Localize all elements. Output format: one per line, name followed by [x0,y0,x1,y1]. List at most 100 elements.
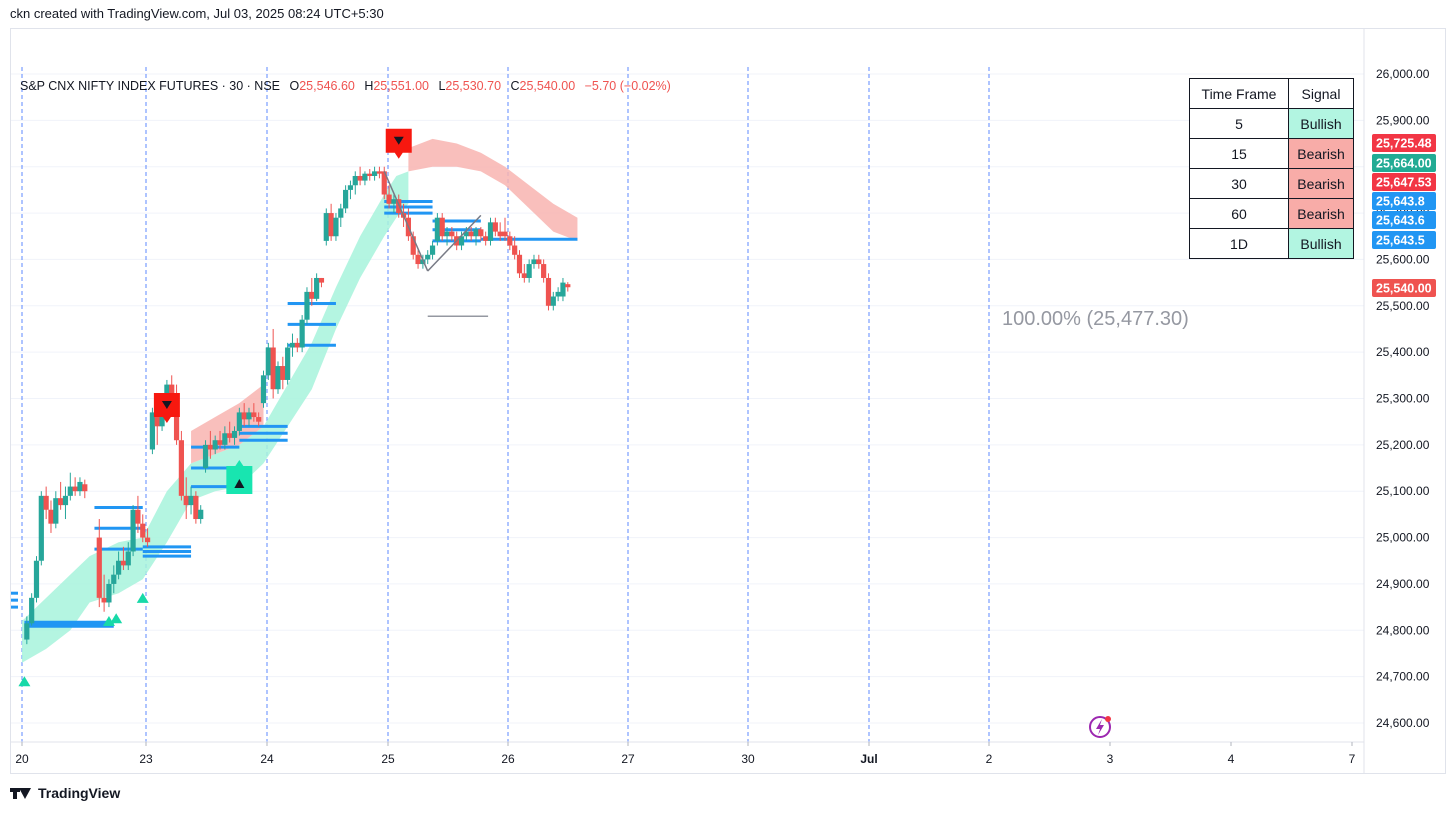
candle [545,277,552,306]
candle [82,484,88,492]
legend-change: −5.70 (−0.02%) [585,79,671,93]
signal-table-header: Time Frame Signal [1189,78,1354,109]
bearish-cloud [191,384,264,464]
candle [222,433,228,445]
candle [338,208,344,218]
header-time-frame: Time Frame [1189,78,1289,109]
candle [434,217,440,241]
x-tick-label: Jul [860,752,877,766]
candle [449,231,455,237]
candle [521,273,527,278]
candle [207,444,213,450]
ohlc-legend: S&P CNX NIFTY INDEX FUTURES · 30 · NSE O… [20,79,671,93]
candle [371,171,378,176]
row-timeframe: 1D [1189,228,1289,259]
up-triangle-icon [234,478,245,488]
price-label-text: 25,643.6 [1376,214,1425,228]
signal-markers [18,128,412,687]
price-label-text: 25,643.5 [1376,234,1425,248]
candle [130,509,136,552]
candle [38,495,44,561]
candle [429,245,436,255]
buy-triangle-icon [102,616,115,627]
price-label-box [1372,211,1436,229]
candle [241,412,247,420]
row-timeframe: 30 [1189,168,1289,199]
y-tick-label: 24,800.00 [1376,623,1430,637]
candle [135,509,141,524]
legend-low: 25,530.70 [445,79,501,93]
candle [328,213,334,237]
candle [376,171,383,174]
candle [541,264,547,278]
legend-close: 25,540.00 [520,79,576,93]
candle [72,486,78,492]
chart-frame [10,28,1446,774]
candle [173,393,180,441]
candle [236,412,242,431]
lightning-icon [1096,719,1104,735]
candle [256,417,262,422]
legend-high: 25,551.00 [373,79,429,93]
signal-row: 30 Bearish [1189,168,1354,199]
session-dividers [21,67,990,742]
candle [43,495,49,510]
row-signal: Bearish [1288,168,1354,199]
grid-layer [11,73,1364,724]
candle [512,245,518,255]
signal-row: 60 Bearish [1189,198,1354,229]
alert-icon-ring[interactable] [1089,716,1111,738]
x-tick-label: 25 [381,752,395,766]
candle [381,171,387,195]
x-tick-label: 7 [1349,752,1356,766]
candle [492,222,498,232]
alert-icon[interactable] [1089,716,1111,738]
y-tick-label: 24,900.00 [1376,577,1430,591]
legend-close-label: C [511,79,520,93]
candle [217,440,223,445]
candle [318,277,325,283]
footer-brand[interactable]: TradingView [10,785,120,801]
candle [198,509,204,520]
candle [188,495,194,506]
candle [77,481,83,492]
price-labels: 25,725.48 25,664.00 25,647.53 25,643.8 25,64… [1372,134,1436,297]
candle [33,560,40,598]
candle [227,433,233,438]
y-tick-label: 25,900.00 [1376,113,1430,127]
candle [169,384,175,394]
candle [347,185,354,190]
candle [144,537,151,543]
legend-open-label: O [290,79,300,93]
bearish-cloud [408,138,578,241]
y-tick-label: 25,100.00 [1376,484,1430,498]
buy-triangle-icon [18,676,31,687]
price-label-text: 25,647.53 [1376,176,1432,190]
candle [299,319,305,348]
candle [352,175,358,186]
candle [526,264,532,278]
price-label-box [1372,173,1436,191]
y-tick-label: 25,500.00 [1376,299,1430,313]
candle [101,597,107,603]
candle [48,509,54,524]
candle [483,236,489,241]
drawings-layer [383,171,489,318]
candle [289,342,296,348]
buy-triangle-icon [110,613,123,624]
candle [275,366,281,390]
trendline [427,214,482,272]
price-label-box [1372,154,1436,172]
x-tick-label: 20 [15,752,29,766]
candle [555,291,561,297]
candle [265,347,271,376]
candle [357,175,363,181]
candle [565,284,571,288]
bullish-cloud [22,171,409,663]
footer-brand-text: TradingView [38,785,121,801]
candles-layer [24,166,571,645]
candle [560,282,566,297]
candle [231,430,238,438]
x-tick-label: 24 [260,752,274,766]
